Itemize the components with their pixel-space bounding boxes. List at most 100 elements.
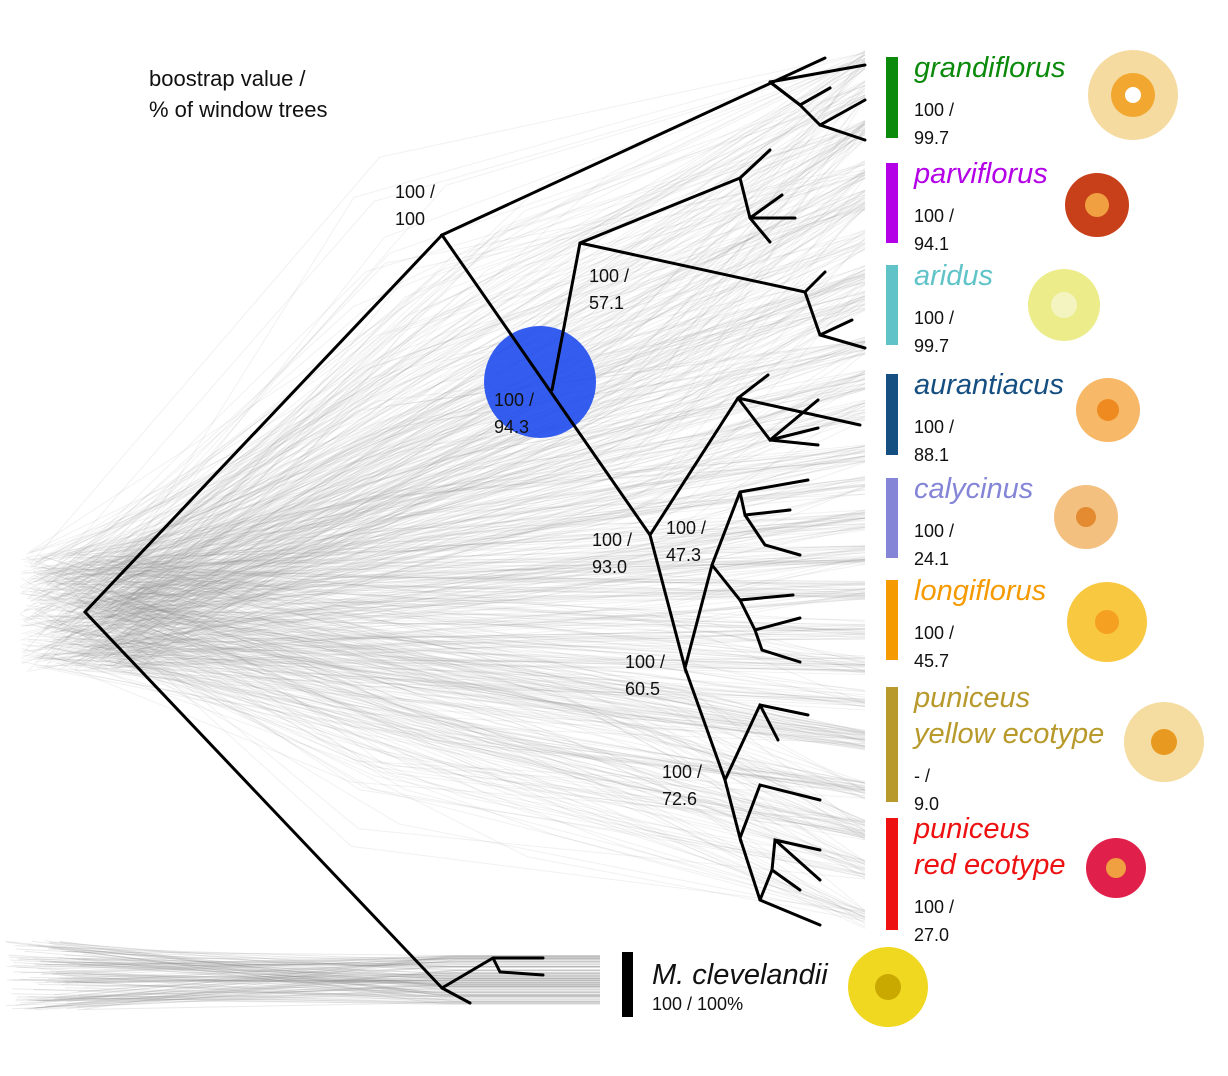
window-tree <box>104 581 866 869</box>
window-tree <box>56 196 866 592</box>
window-tree <box>118 95 866 663</box>
window-tree <box>62 169 866 665</box>
window-tree <box>132 66 866 670</box>
window-tree <box>39 172 866 636</box>
window-tree <box>118 134 866 604</box>
window-tree <box>37 373 866 585</box>
window-tree <box>12 979 600 982</box>
window-tree <box>113 620 866 823</box>
window-tree <box>19 614 866 836</box>
clade-name: yellow ecotype <box>912 718 1104 750</box>
window-tree <box>107 592 866 659</box>
window-tree <box>24 206 866 654</box>
window-tree <box>62 594 866 673</box>
window-tree <box>39 972 600 1002</box>
clade-bar <box>886 580 898 660</box>
window-tree <box>19 985 600 1004</box>
window-tree <box>58 308 866 661</box>
window-tree <box>53 977 600 999</box>
window-tree <box>45 512 866 567</box>
window-tree <box>103 653 866 696</box>
window-tree <box>37 596 866 669</box>
window-tree <box>129 668 866 918</box>
window-tree <box>54 638 866 789</box>
window-tree <box>117 174 866 556</box>
window-tree <box>96 635 866 666</box>
window-tree <box>50 657 866 915</box>
window-tree <box>29 976 600 983</box>
window-tree <box>63 583 866 609</box>
window-tree <box>101 309 866 592</box>
window-tree <box>92 622 866 751</box>
window-tree <box>74 563 866 582</box>
window-tree <box>54 623 866 672</box>
window-tree <box>60 576 866 790</box>
window-tree <box>105 592 866 612</box>
window-tree <box>106 383 866 628</box>
window-tree <box>112 455 866 666</box>
window-tree <box>82 550 866 590</box>
window-tree <box>21 483 866 635</box>
window-tree <box>134 373 866 601</box>
window-tree <box>116 478 866 662</box>
window-tree <box>123 588 866 603</box>
window-tree <box>66 955 600 1002</box>
window-tree <box>58 514 866 597</box>
branch <box>439 56 827 537</box>
window-tree <box>52 387 866 642</box>
window-tree <box>44 57 866 668</box>
window-tree <box>28 635 866 707</box>
window-tree <box>24 479 866 611</box>
clade-name: puniceus <box>913 813 1030 845</box>
window-tree <box>15 959 600 1006</box>
window-tree <box>76 237 866 651</box>
window-tree <box>81 350 866 585</box>
window-tree <box>133 616 866 791</box>
window-tree <box>117 620 866 627</box>
window-tree <box>31 291 866 553</box>
window-tree <box>8 954 600 980</box>
window-tree <box>95 606 866 631</box>
window-tree <box>95 418 866 575</box>
window-tree <box>64 662 866 741</box>
window-tree <box>46 666 866 925</box>
window-tree <box>79 655 866 707</box>
window-tree <box>76 969 600 1008</box>
window-tree <box>25 556 866 834</box>
window-tree <box>93 138 866 594</box>
window-tree <box>93 634 866 666</box>
window-tree <box>49 571 866 862</box>
window-tree <box>44 416 866 648</box>
window-tree <box>35 654 866 862</box>
window-tree <box>71 957 600 994</box>
window-tree <box>37 997 600 1001</box>
window-tree <box>136 644 866 880</box>
window-tree <box>124 282 866 634</box>
window-tree <box>120 341 866 593</box>
window-tree <box>41 169 866 616</box>
window-tree <box>42 460 866 601</box>
window-tree <box>20 378 866 659</box>
window-tree <box>44 627 866 736</box>
window-tree <box>128 597 866 657</box>
clade-window: 88.1 <box>914 445 949 465</box>
window-tree <box>108 591 866 838</box>
window-tree <box>115 98 866 619</box>
outgroup-name: M. clevelandii <box>652 959 829 991</box>
window-tree <box>114 460 866 671</box>
window-tree <box>104 373 866 671</box>
window-tree <box>54 961 600 967</box>
window-tree <box>97 561 866 631</box>
window-tree <box>125 557 866 750</box>
window-tree <box>30 565 866 748</box>
window-tree <box>120 602 866 733</box>
window-tree <box>78 966 600 993</box>
window-tree <box>46 309 866 624</box>
window-tree <box>89 190 866 650</box>
window-tree <box>11 993 600 1004</box>
node-support: 100 / <box>494 390 534 410</box>
window-tree <box>105 455 866 647</box>
node-window: 72.6 <box>662 789 697 809</box>
window-tree <box>26 598 866 665</box>
window-tree <box>74 353 866 600</box>
